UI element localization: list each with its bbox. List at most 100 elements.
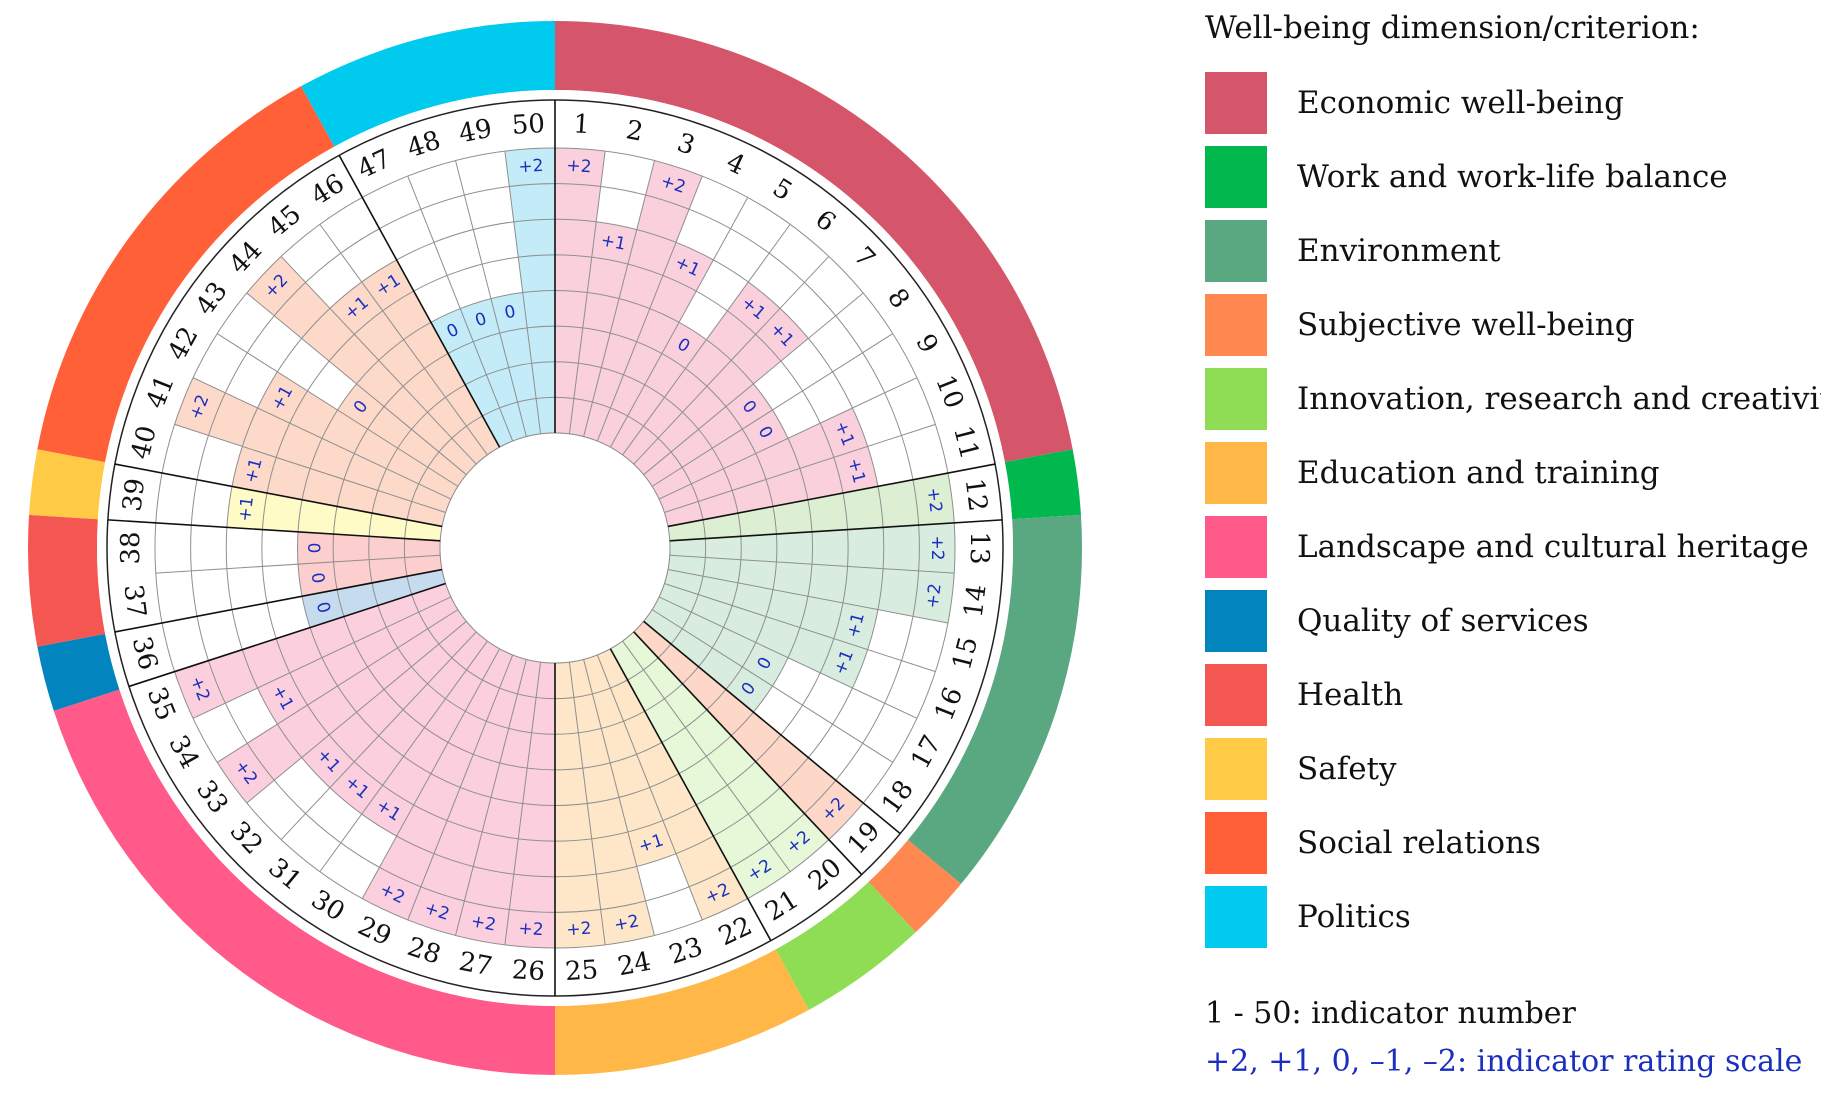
indicator-number: 26	[511, 955, 546, 987]
rating-label: +2	[566, 919, 592, 941]
grid-spoke	[658, 596, 918, 719]
rating-bar	[257, 371, 458, 500]
grid-spoke	[217, 609, 459, 763]
dimension-ring-segment	[301, 21, 555, 147]
grid-spoke	[504, 151, 542, 434]
legend-swatch	[1205, 442, 1267, 504]
indicator-number-note: 1 - 50: indicator number	[1205, 996, 1576, 1031]
grid-spoke	[643, 292, 864, 476]
legend-item: Safety	[1205, 732, 1815, 806]
grid-spoke	[669, 554, 955, 574]
legend-swatch	[1205, 886, 1267, 948]
group-separator	[114, 463, 443, 528]
rating-bar	[329, 631, 488, 814]
grid-spoke	[651, 333, 893, 487]
rating-bar	[337, 383, 467, 487]
rating-bar	[583, 654, 677, 867]
legend-label: Environment	[1297, 233, 1501, 269]
rating-bar	[664, 569, 878, 650]
indicator-number: 39	[117, 477, 151, 514]
grid-spoke	[217, 333, 459, 487]
rating-label: 0	[312, 600, 334, 615]
rating-label: +2	[518, 156, 544, 178]
center-hole	[439, 432, 671, 664]
grid-spoke	[407, 175, 514, 442]
rating-label: +1	[599, 230, 627, 254]
grid-spoke	[504, 662, 542, 945]
grid-spoke	[192, 377, 452, 500]
legend-swatch	[1205, 590, 1267, 652]
dimension-ring-segment	[868, 839, 962, 933]
grid-spoke	[361, 648, 501, 899]
dimension-ring-segment	[37, 633, 120, 711]
legend: Well-being dimension/criterion: Economic…	[1205, 6, 1821, 954]
grid-spoke	[583, 659, 655, 936]
rating-label: 0	[305, 543, 325, 554]
rating-bar	[490, 292, 541, 437]
grid-spoke	[568, 151, 606, 434]
grid-spoke	[651, 609, 893, 763]
dimension-ring-segment	[1004, 449, 1081, 520]
indicator-number: 13	[964, 531, 994, 564]
group-separator	[633, 631, 863, 876]
rating-bar	[597, 242, 714, 448]
grid-spoke	[658, 377, 918, 500]
dimension-ring-segment	[907, 514, 1082, 884]
legend-swatch	[1205, 812, 1267, 874]
legend-swatch	[1205, 294, 1267, 356]
legend-label: Social relations	[1297, 825, 1541, 861]
group-separator	[338, 155, 501, 448]
dimension-ring-segment	[555, 21, 1073, 463]
group-separator	[114, 568, 443, 633]
grid-spoke	[192, 596, 452, 719]
rating-bar	[226, 486, 443, 541]
rating-bar	[232, 446, 446, 527]
dimension-ring-segment	[37, 86, 335, 463]
legend-swatch	[1205, 72, 1267, 134]
indicator-number: 2	[624, 115, 646, 148]
rating-bar	[610, 322, 707, 455]
grid-spoke	[319, 224, 488, 456]
legend-label: Landscape and cultural heritage	[1297, 529, 1809, 565]
legend-label: Education and training	[1297, 455, 1660, 491]
rating-bar	[329, 282, 488, 465]
grid-spoke	[596, 654, 703, 921]
legend-swatch	[1205, 738, 1267, 800]
indicator-number: 27	[456, 947, 494, 983]
indicator-number: 37	[117, 583, 151, 620]
dimension-ring-segment	[53, 689, 556, 1075]
rating-scale-note: +2, +1, 0, –1, –2: indicator rating scal…	[1205, 1044, 1803, 1079]
grid-spoke	[664, 583, 936, 673]
grid-spoke	[246, 292, 467, 476]
grid-spoke	[280, 631, 477, 840]
grid-spoke	[280, 256, 477, 465]
grid-spoke	[609, 197, 749, 448]
rating-bar	[301, 621, 477, 788]
group-separator	[667, 463, 996, 528]
rating-bar	[361, 259, 500, 455]
grid-spoke	[246, 620, 467, 804]
dimension-ring-segment	[555, 949, 809, 1075]
rating-label: +2	[923, 582, 946, 609]
legend-item: Quality of services	[1205, 584, 1815, 658]
grid-spoke	[407, 654, 514, 921]
rating-bar	[659, 408, 868, 513]
rating-label: +2	[469, 911, 497, 935]
legend-swatch	[1205, 146, 1267, 208]
legend-item: Landscape and cultural heritage	[1205, 510, 1815, 584]
legend-item: Environment	[1205, 214, 1815, 288]
group-separator	[643, 620, 901, 835]
rating-bar	[643, 383, 773, 487]
grid-spoke	[667, 569, 949, 624]
indicator-number: 14	[959, 583, 993, 620]
rating-bar	[643, 609, 773, 713]
rating-bar	[302, 569, 446, 628]
legend-items: Economic well-being Work and work-life ba…	[1205, 66, 1821, 954]
legend-item: Work and work-life balance	[1205, 140, 1815, 214]
legend-swatch	[1205, 664, 1267, 726]
indicator-number: 12	[959, 477, 993, 514]
rating-label: 0	[503, 302, 517, 324]
rating-bar	[361, 641, 500, 837]
group-separator	[128, 582, 446, 688]
rating-bar	[664, 446, 878, 527]
